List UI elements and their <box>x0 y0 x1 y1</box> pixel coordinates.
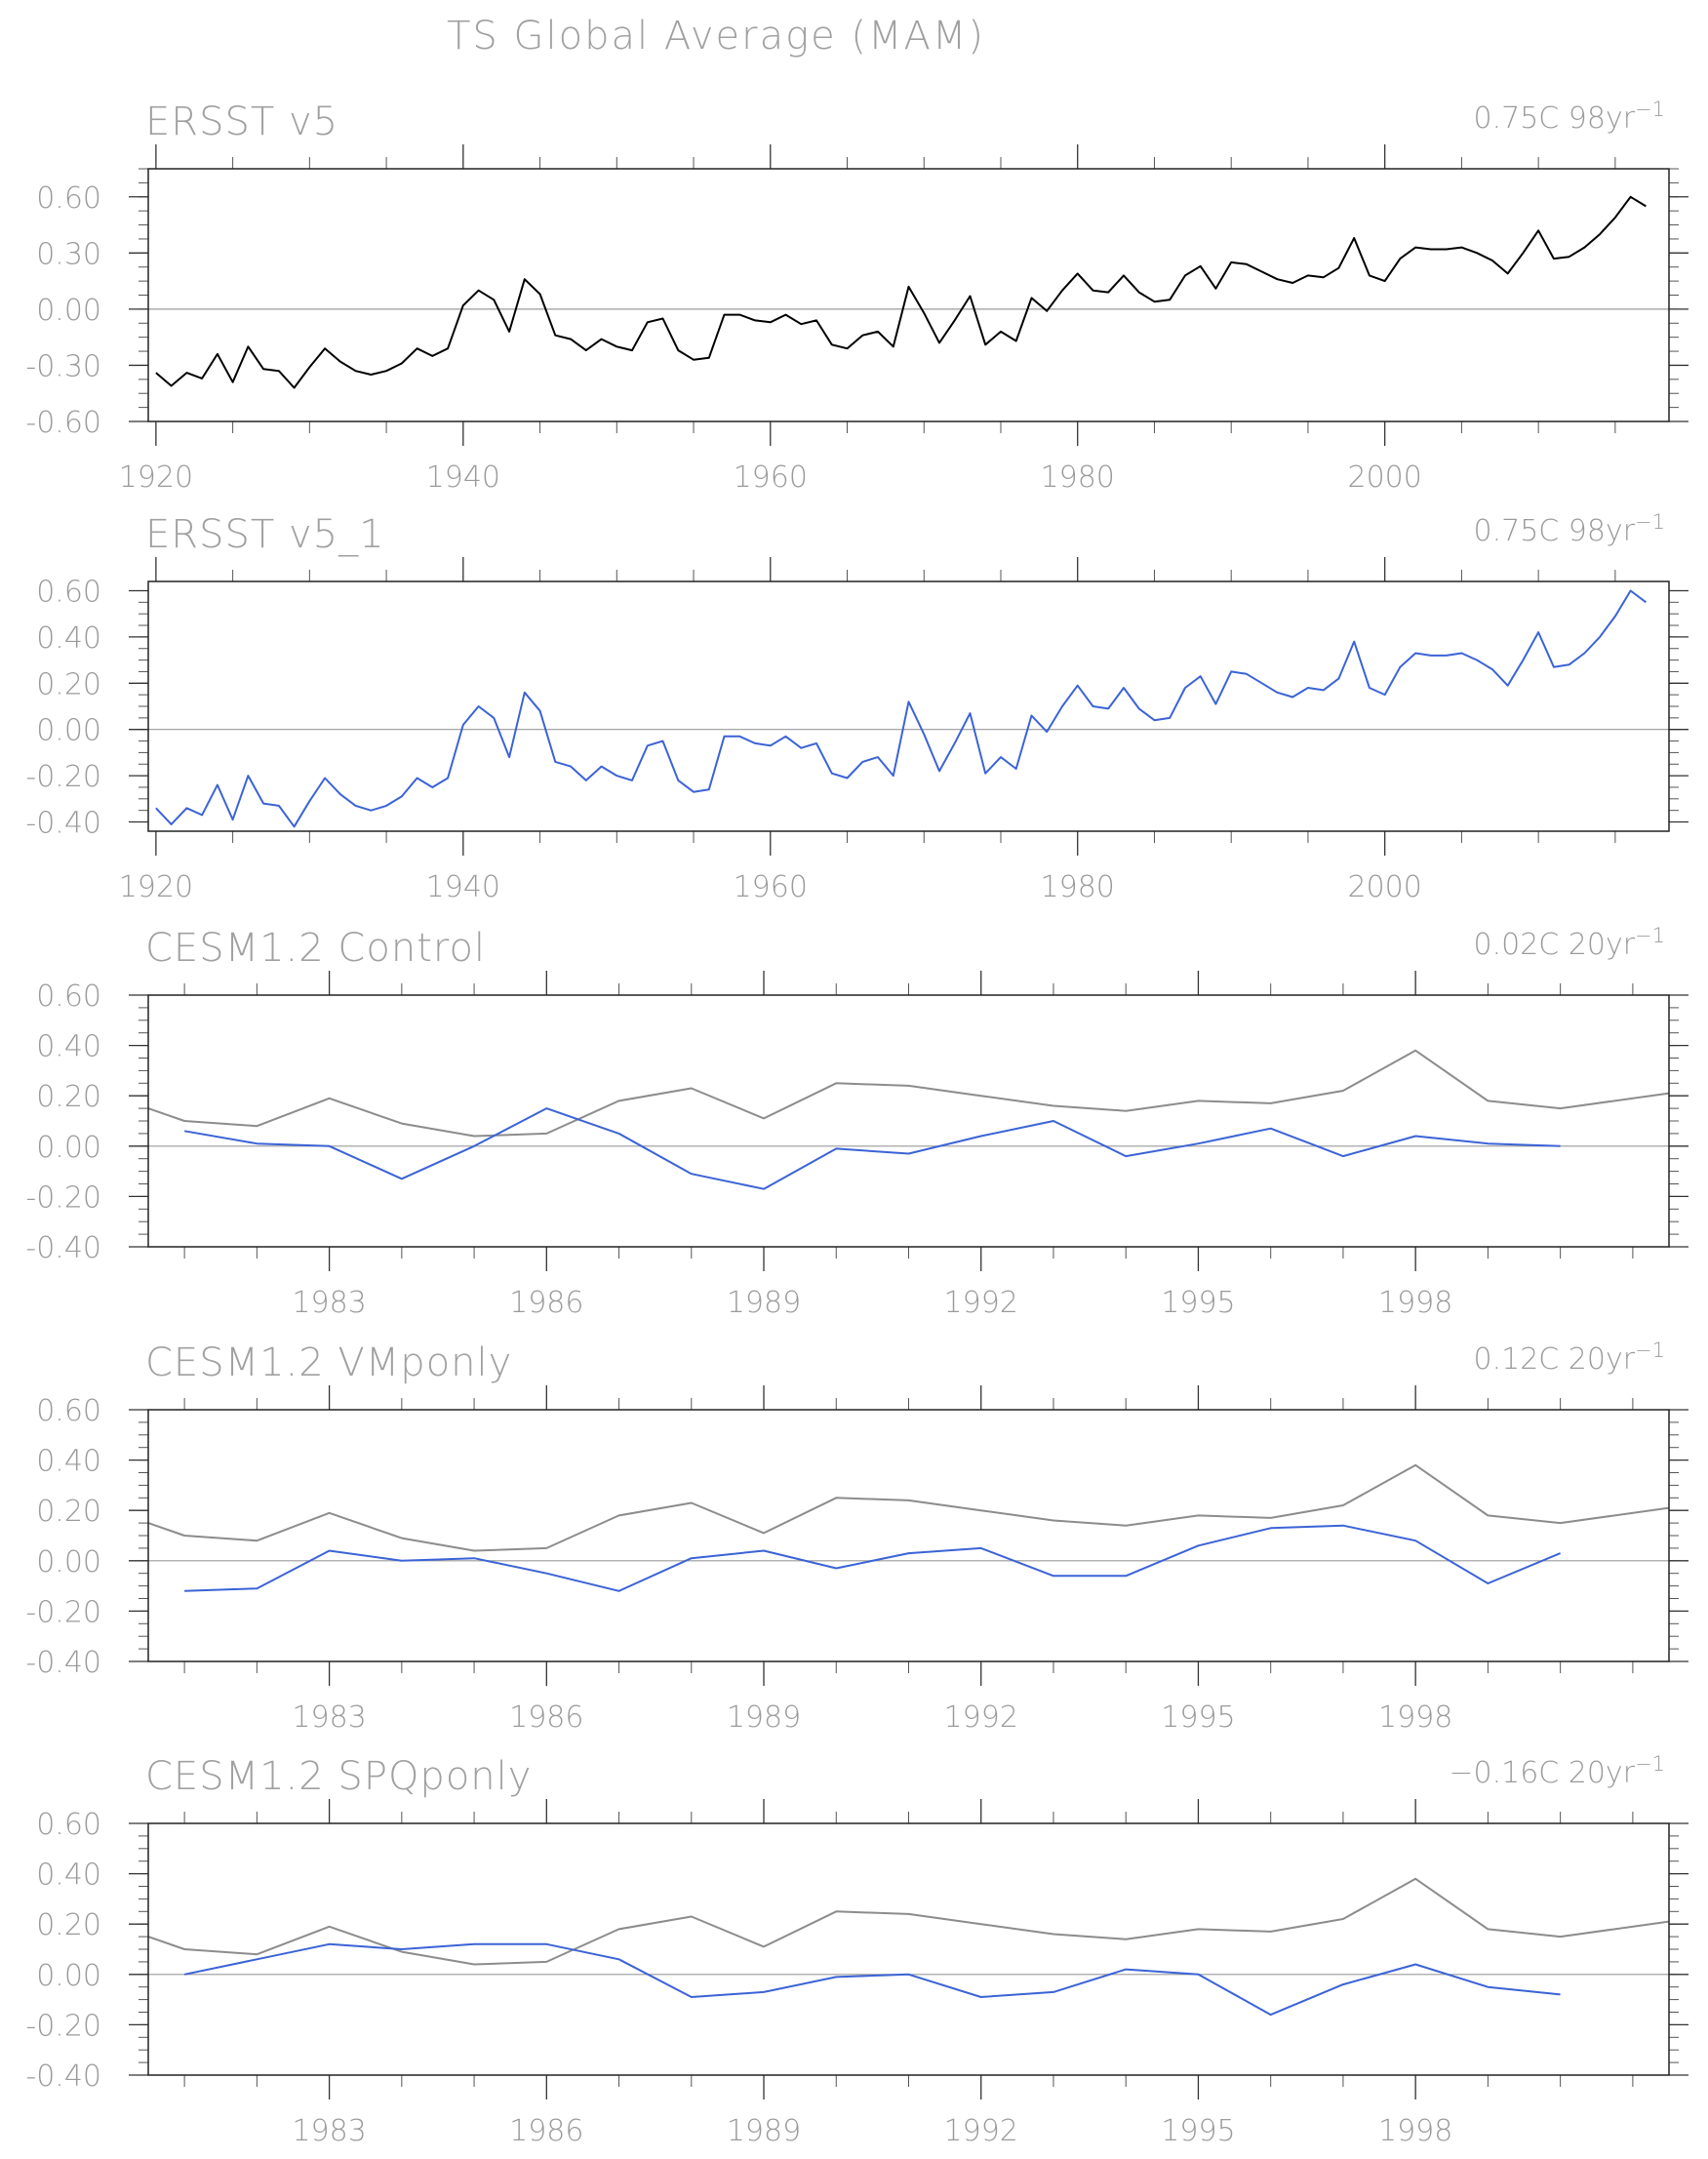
x-tick-label: 1989 <box>727 1286 801 1320</box>
chart-panel-1: ERSST v5 0.75C 98yr−1 -0.60 -0.30 0.00 0.30 0.… <box>25 98 1688 495</box>
x-tick-label: 1920 <box>119 870 193 904</box>
series-line-2 <box>183 1942 1561 2017</box>
series-line-2 <box>184 1524 1561 1592</box>
y-tick-label: 0.20 <box>36 1080 101 1114</box>
y-tick-label: 0.60 <box>36 575 101 609</box>
chart-panel-2: ERSST v5_1 0.75C 98yr−1 -0.40 -0.20 0.00 0.20… <box>25 510 1688 904</box>
x-tick-label: 1986 <box>509 1286 583 1320</box>
panel-title: ERSST v5 <box>145 100 338 144</box>
x-tick-label: 1989 <box>727 2114 801 2148</box>
trend-label: 0.12C 20yr−1 <box>1473 1339 1665 1377</box>
x-tick-label: 1980 <box>1041 460 1115 495</box>
y-tick-label: 0.60 <box>36 980 101 1014</box>
trend-superscript: −1 <box>1635 1339 1665 1362</box>
x-tick-label: 1992 <box>944 1286 1018 1320</box>
plot-frame <box>147 580 1670 832</box>
y-tick-label: 0.60 <box>36 1394 101 1428</box>
plot-frame <box>147 994 1670 1248</box>
trend-label: 0.02C 20yr−1 <box>1473 924 1665 962</box>
x-tick-label: 1983 <box>292 1286 366 1320</box>
x-tick-label: 1980 <box>1041 870 1115 904</box>
trend-superscript: −1 <box>1635 924 1665 947</box>
chart-panels: ERSST v5 0.75C 98yr−1 -0.60 -0.30 0.00 0.30 0.… <box>25 98 1688 2148</box>
series-line-2 <box>183 1107 1561 1190</box>
series-line-1 <box>148 1877 1669 1966</box>
series-line-1 <box>148 1049 1669 1138</box>
trend-superscript: −1 <box>1635 510 1665 534</box>
x-tick-label: 1940 <box>426 460 500 495</box>
x-tick-label: 1986 <box>509 1700 583 1735</box>
x-tick-label: 2000 <box>1347 870 1421 904</box>
x-tick-label: 1995 <box>1161 2114 1235 2148</box>
x-tick-label: 1992 <box>944 2114 1018 2148</box>
x-tick-label: 1998 <box>1378 1286 1452 1320</box>
y-tick-label: -0.60 <box>25 406 101 440</box>
y-tick-label: -0.40 <box>25 2059 101 2094</box>
x-tick-label: 1995 <box>1161 1700 1235 1735</box>
x-tick-label: 1989 <box>727 1700 801 1735</box>
x-tick-label: 1998 <box>1378 2114 1452 2148</box>
trend-label: 0.75C 98yr−1 <box>1473 98 1665 136</box>
y-tick-label: -0.20 <box>25 2009 101 2043</box>
x-tick-label: 1992 <box>944 1700 1018 1735</box>
x-tick-label: 1940 <box>426 870 500 904</box>
y-tick-label: 0.40 <box>36 621 101 656</box>
y-tick-label: 0.40 <box>36 1859 101 1893</box>
panel-title: ERSST v5_1 <box>145 512 385 557</box>
plot-frame <box>147 1409 1670 1662</box>
y-tick-label: 0.40 <box>36 1030 101 1064</box>
x-tick-label: 1920 <box>119 460 193 495</box>
y-tick-label: 0.00 <box>36 1959 101 1993</box>
y-tick-label: 0.30 <box>36 237 101 271</box>
y-tick-label: 0.20 <box>36 667 101 701</box>
y-tick-label: -0.20 <box>25 760 101 794</box>
chart-panel-5: CESM1.2 SPQponly −0.16C 20yr−1 -0.40 -0.20 0… <box>25 1752 1688 2148</box>
y-tick-label: -0.40 <box>25 807 101 841</box>
x-tick-label: 1960 <box>734 460 808 495</box>
trend-label: −0.16C 20yr−1 <box>1449 1752 1665 1790</box>
x-tick-label: 1983 <box>292 2114 366 2148</box>
panel-title: CESM1.2 SPQponly <box>145 1754 532 1799</box>
chart-panel-4: CESM1.2 VMponly 0.12C 20yr−1 -0.40 -0.20 0.0… <box>25 1339 1688 1735</box>
x-tick-label: 1983 <box>292 1700 366 1735</box>
y-tick-label: 0.00 <box>36 294 101 328</box>
y-tick-label: 0.00 <box>36 714 101 748</box>
y-tick-label: 0.20 <box>36 1908 101 1942</box>
trend-label: 0.75C 98yr−1 <box>1473 510 1665 548</box>
trend-superscript: −1 <box>1635 98 1665 121</box>
y-tick-label: 0.20 <box>36 1495 101 1529</box>
series-line-1 <box>148 1463 1669 1552</box>
plot-frame <box>147 1822 1670 2076</box>
x-tick-label: 1986 <box>509 2114 583 2148</box>
x-tick-label: 1995 <box>1161 1286 1235 1320</box>
figure-title: TS Global Average (MAM) <box>447 14 985 59</box>
y-tick-label: -0.30 <box>25 349 101 383</box>
plot-frame <box>147 168 1670 422</box>
y-tick-label: 0.00 <box>36 1545 101 1579</box>
y-tick-label: -0.20 <box>25 1595 101 1629</box>
y-tick-label: -0.40 <box>25 1231 101 1265</box>
y-tick-label: 0.60 <box>36 181 101 216</box>
series-line-1 <box>155 195 1647 389</box>
x-tick-label: 1998 <box>1378 1700 1452 1735</box>
y-tick-label: -0.20 <box>25 1180 101 1215</box>
x-tick-label: 1960 <box>734 870 808 904</box>
panel-title: CESM1.2 VMponly <box>145 1340 512 1385</box>
series-line-1 <box>155 589 1647 828</box>
panel-title: CESM1.2 Control <box>145 926 486 971</box>
x-tick-label: 2000 <box>1347 460 1421 495</box>
chart-panel-3: CESM1.2 Control 0.02C 20yr−1 -0.40 -0.20 0.0… <box>25 924 1688 1320</box>
trend-superscript: −1 <box>1635 1752 1665 1776</box>
y-tick-label: -0.40 <box>25 1646 101 1680</box>
y-tick-label: 0.00 <box>36 1131 101 1165</box>
y-tick-label: 0.60 <box>36 1808 101 1842</box>
y-tick-label: 0.40 <box>36 1445 101 1479</box>
